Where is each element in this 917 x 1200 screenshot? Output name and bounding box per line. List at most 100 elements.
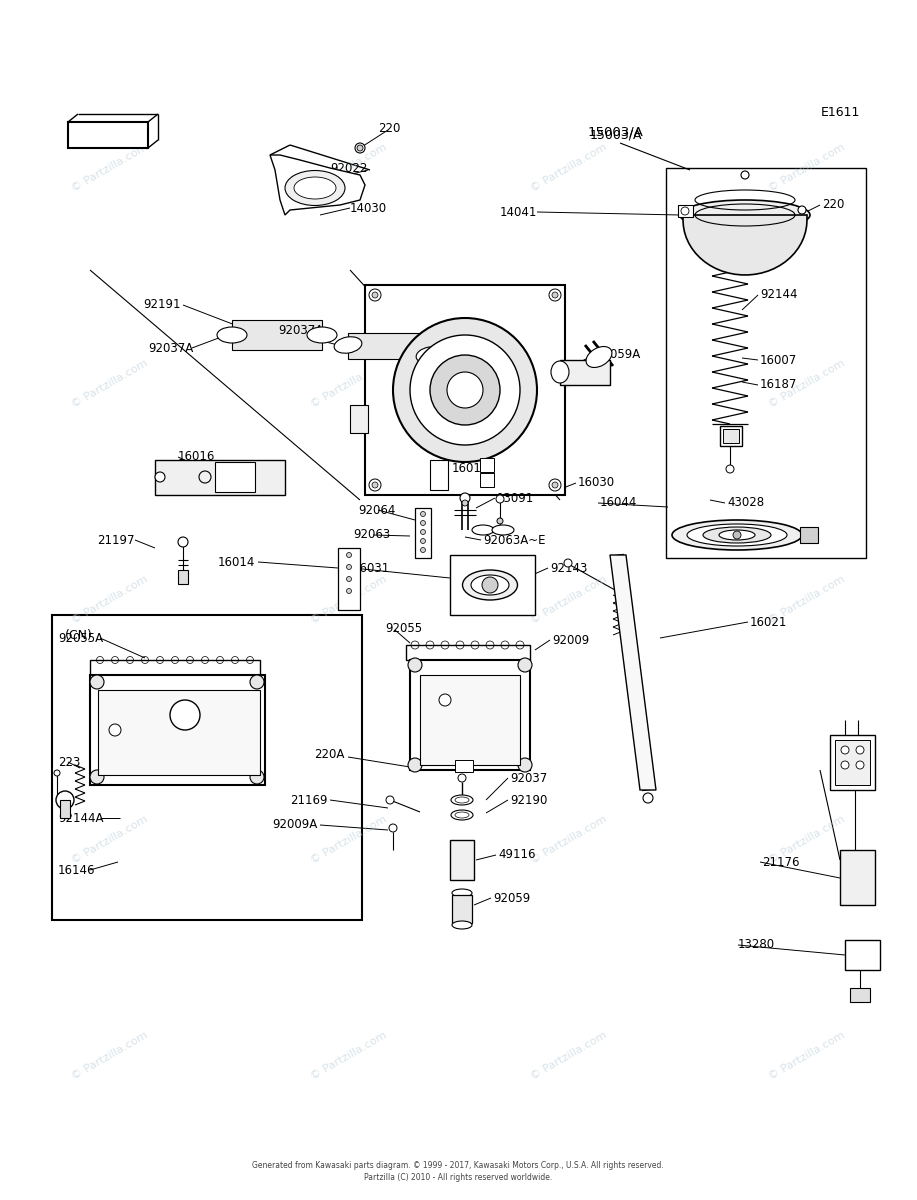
Text: 16146: 16146 (58, 864, 95, 876)
Circle shape (421, 521, 425, 526)
Text: Partzilla (C) 2010 - All rights reserved worldwide.: Partzilla (C) 2010 - All rights reserved… (364, 1174, 552, 1182)
Ellipse shape (452, 889, 472, 898)
Circle shape (421, 529, 425, 534)
Circle shape (357, 145, 363, 151)
Text: 14030: 14030 (350, 202, 387, 215)
Circle shape (155, 472, 165, 482)
Ellipse shape (472, 526, 494, 535)
Circle shape (518, 658, 532, 672)
Text: 13091: 13091 (497, 492, 535, 504)
Circle shape (741, 170, 749, 179)
Ellipse shape (586, 347, 612, 367)
Text: 14041: 14041 (500, 205, 537, 218)
Circle shape (856, 746, 864, 754)
Ellipse shape (492, 526, 514, 535)
Text: © Partzilla.com: © Partzilla.com (529, 142, 608, 194)
Text: 92191: 92191 (143, 299, 181, 312)
Text: © Partzilla.com: © Partzilla.com (71, 574, 149, 626)
Ellipse shape (217, 326, 247, 343)
Circle shape (564, 559, 572, 566)
Bar (678, 205, 693, 217)
Ellipse shape (680, 200, 810, 230)
Text: 16187: 16187 (760, 378, 798, 391)
Ellipse shape (471, 575, 509, 595)
Text: 16017: 16017 (452, 462, 490, 474)
Circle shape (408, 758, 422, 772)
Bar (415, 508, 431, 558)
Circle shape (421, 547, 425, 552)
Circle shape (856, 761, 864, 769)
Bar (365, 284, 565, 494)
Text: 92055: 92055 (385, 622, 422, 635)
Circle shape (497, 518, 503, 524)
Bar (840, 850, 875, 905)
Text: 92055A: 92055A (58, 631, 103, 644)
Text: 223: 223 (58, 756, 81, 768)
Circle shape (462, 500, 468, 506)
Text: 92064: 92064 (358, 504, 395, 516)
Text: Generated from Kawasaki parts diagram. © 1999 - 2017, Kawasaki Motors Corp., U.S: Generated from Kawasaki parts diagram. ©… (252, 1160, 664, 1170)
Text: 92009A: 92009A (272, 818, 318, 832)
Text: FRONT: FRONT (84, 128, 132, 142)
Circle shape (393, 318, 537, 462)
Text: 92059A: 92059A (595, 348, 640, 361)
Circle shape (347, 552, 351, 558)
Text: 16030: 16030 (578, 476, 615, 490)
Circle shape (482, 577, 498, 593)
Text: 21176: 21176 (762, 856, 800, 869)
Text: © Partzilla.com: © Partzilla.com (309, 574, 388, 626)
Circle shape (372, 482, 378, 488)
Bar (338, 548, 360, 610)
Bar (800, 527, 818, 542)
Text: 92037A: 92037A (278, 324, 324, 336)
Polygon shape (610, 554, 656, 790)
Text: © Partzilla.com: © Partzilla.com (71, 1030, 149, 1082)
Bar (850, 988, 870, 1002)
Circle shape (518, 758, 532, 772)
Bar (90, 674, 265, 785)
Text: E1611: E1611 (821, 106, 860, 119)
Circle shape (347, 576, 351, 582)
Text: 15003/A: 15003/A (590, 128, 643, 142)
Text: 16007: 16007 (760, 354, 797, 366)
Circle shape (109, 724, 121, 736)
Text: 21197: 21197 (97, 534, 135, 546)
Circle shape (372, 292, 378, 298)
Text: 43028: 43028 (727, 497, 764, 510)
Text: 92009: 92009 (552, 634, 590, 647)
Circle shape (430, 355, 500, 425)
Text: 220A: 220A (315, 749, 345, 762)
Text: © Partzilla.com: © Partzilla.com (309, 142, 388, 194)
Circle shape (549, 479, 561, 491)
Circle shape (389, 824, 397, 832)
Text: 92022: 92022 (330, 162, 368, 174)
Text: 16014: 16014 (217, 556, 255, 569)
Text: 16031: 16031 (353, 562, 391, 575)
Text: 49116: 49116 (498, 848, 536, 862)
Circle shape (552, 292, 558, 298)
Text: © Partzilla.com: © Partzilla.com (768, 574, 846, 626)
Text: 92144: 92144 (760, 288, 798, 301)
Circle shape (841, 761, 849, 769)
Bar (348, 332, 433, 359)
Circle shape (643, 793, 653, 803)
Circle shape (386, 796, 394, 804)
Bar (232, 320, 322, 350)
Polygon shape (270, 155, 365, 215)
Circle shape (458, 774, 466, 782)
Text: © Partzilla.com: © Partzilla.com (309, 1030, 388, 1082)
Bar (830, 734, 875, 790)
Polygon shape (406, 646, 530, 660)
Text: © Partzilla.com: © Partzilla.com (529, 574, 608, 626)
Circle shape (552, 482, 558, 488)
Ellipse shape (451, 794, 473, 805)
Text: 16044: 16044 (600, 497, 637, 510)
Bar (98, 690, 260, 775)
Circle shape (408, 658, 422, 672)
Bar (455, 760, 473, 772)
Circle shape (421, 511, 425, 516)
Text: © Partzilla.com: © Partzilla.com (529, 358, 608, 410)
Circle shape (798, 206, 806, 214)
Ellipse shape (334, 337, 362, 353)
Bar (480, 458, 494, 472)
